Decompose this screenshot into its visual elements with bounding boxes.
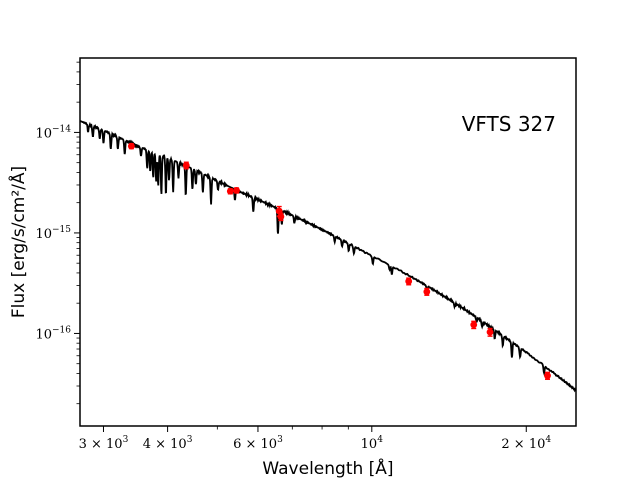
photometry-point <box>182 161 190 170</box>
x-tick-label: 6 × 103 <box>233 435 283 452</box>
x-tick-label: 3 × 103 <box>79 435 129 452</box>
photometry-point <box>127 142 135 150</box>
x-tick-label: 104 <box>361 435 384 452</box>
data-marker <box>544 372 551 380</box>
x-tick-label: 2 × 104 <box>501 435 551 452</box>
model-spectrum <box>79 120 577 393</box>
photometry-point <box>423 287 431 296</box>
plot-frame <box>79 57 577 427</box>
data-marker <box>226 187 234 195</box>
data-marker <box>277 213 285 221</box>
y-tick-label: 10−16 <box>35 325 71 342</box>
photometry-point <box>544 371 551 380</box>
y-axis-label: Flux [erg/s/cm²/Å] <box>7 166 29 318</box>
model-sed-line <box>79 120 577 393</box>
data-marker <box>486 328 494 336</box>
x-axis-label: Wavelength [Å] <box>262 457 393 479</box>
plot-background <box>80 58 576 426</box>
x-tick-label: 4 × 103 <box>143 435 193 452</box>
photometry-point <box>405 277 413 286</box>
data-marker <box>423 288 431 296</box>
y-tick-label: 10−15 <box>35 225 71 242</box>
photometry-point <box>486 327 494 337</box>
y-tick-labels: 10−14 10−15 10−16 <box>35 124 71 342</box>
photometry-points <box>127 142 551 380</box>
photometry-point <box>277 212 285 222</box>
chart-annotation: VFTS 327 <box>462 112 556 136</box>
data-marker <box>470 321 478 329</box>
data-marker <box>405 277 413 285</box>
photometry-point <box>470 320 478 330</box>
x-tick-labels: 3 × 103 4 × 103 6 × 103 104 2 × 104 <box>79 435 552 452</box>
photometry-point <box>233 186 240 194</box>
data-marker <box>233 186 240 194</box>
data-marker <box>127 142 135 150</box>
photometry-point <box>226 187 234 195</box>
y-tick-label: 10−14 <box>35 124 71 141</box>
data-marker <box>182 161 190 169</box>
